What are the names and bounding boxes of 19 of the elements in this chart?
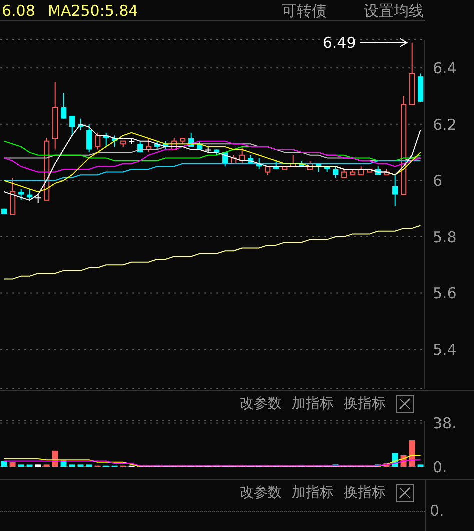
text: 加指标 xyxy=(292,484,334,502)
text: 设置均线 xyxy=(364,2,424,21)
text: 改参数 xyxy=(240,395,282,413)
text: 换指标 xyxy=(344,395,386,413)
annotation: 6.49 xyxy=(322,34,356,52)
y-tick-label: 0. xyxy=(433,458,448,476)
y-tick-label: 6.2 xyxy=(433,116,457,134)
text: 换指标 xyxy=(344,484,386,502)
text: 改参数 xyxy=(240,484,282,502)
text: MA250:5.84 xyxy=(48,2,138,20)
y-tick-label: 6 xyxy=(433,172,443,190)
y-tick-label: 5.8 xyxy=(433,228,457,246)
text: 加指标 xyxy=(292,395,334,413)
text: 6.08 xyxy=(2,2,36,20)
y-tick-label: 6.4 xyxy=(433,59,457,78)
y-tick-label: 5.6 xyxy=(433,284,457,303)
text: 可转债 xyxy=(282,2,327,21)
y-tick-label: 5.4 xyxy=(433,340,457,359)
y-tick-label: 38. xyxy=(433,414,457,433)
